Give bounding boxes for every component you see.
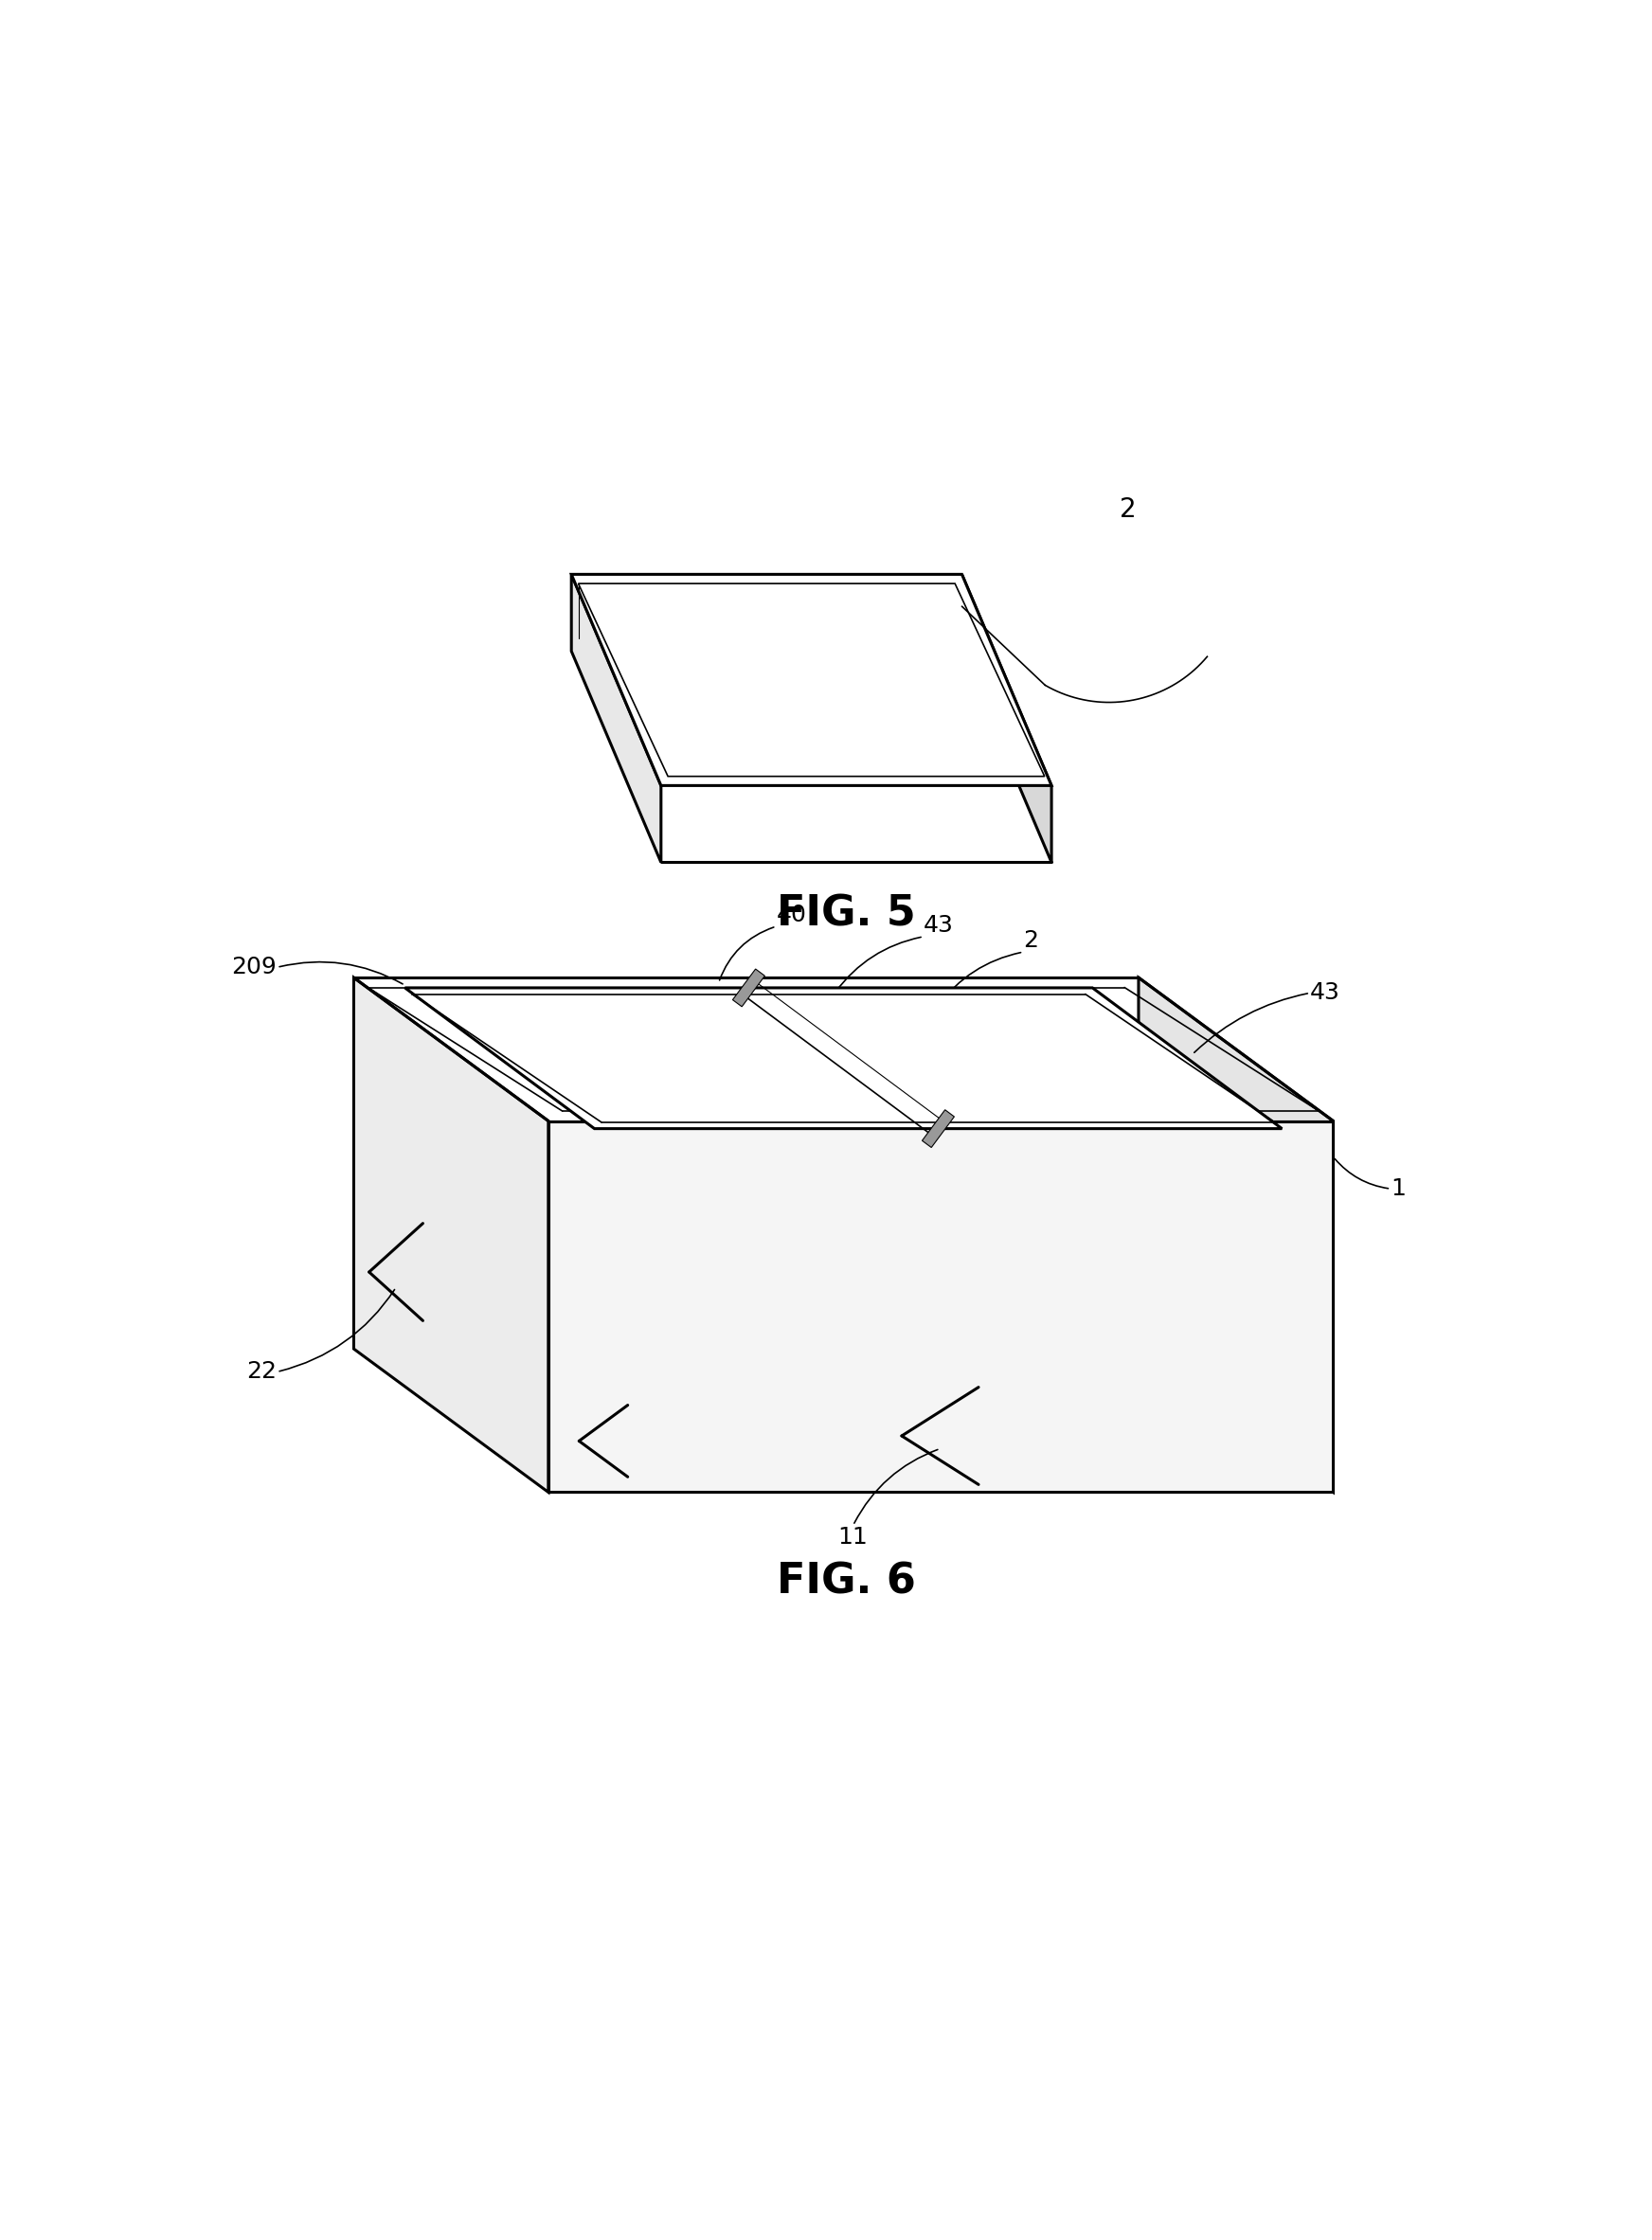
Polygon shape — [732, 970, 765, 1006]
Polygon shape — [961, 573, 1052, 862]
Text: 40: 40 — [776, 903, 806, 927]
Text: 2: 2 — [1023, 930, 1039, 952]
Polygon shape — [548, 1120, 1333, 1492]
Polygon shape — [1138, 977, 1333, 1492]
Text: FIG. 5: FIG. 5 — [776, 894, 917, 934]
Text: 43: 43 — [1310, 981, 1340, 1004]
Text: 43: 43 — [923, 914, 953, 936]
Polygon shape — [922, 1109, 955, 1147]
Polygon shape — [354, 977, 548, 1492]
Polygon shape — [405, 988, 1282, 1129]
Text: 11: 11 — [838, 1525, 867, 1548]
Polygon shape — [572, 573, 1052, 786]
Text: 1: 1 — [1391, 1178, 1406, 1201]
Polygon shape — [572, 573, 661, 862]
Text: 22: 22 — [246, 1360, 278, 1384]
Text: FIG. 6: FIG. 6 — [776, 1561, 917, 1602]
Text: 2: 2 — [1120, 497, 1137, 524]
Text: 209: 209 — [231, 956, 278, 979]
